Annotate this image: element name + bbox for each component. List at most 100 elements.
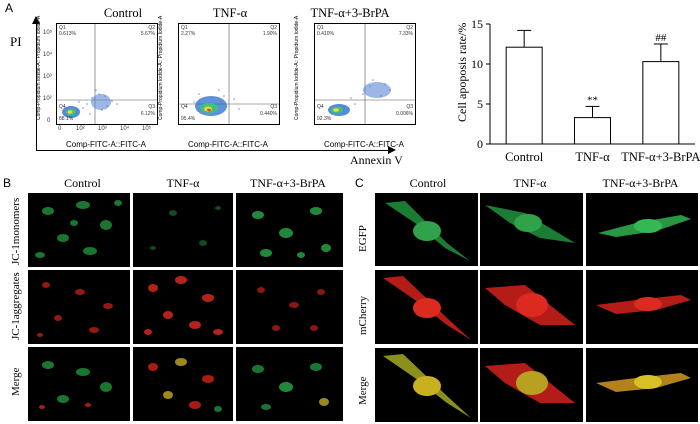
q2-value: 1.90% bbox=[262, 31, 277, 37]
panel-c-col-tnf-brpa: TNF-α+3-BrPA bbox=[602, 176, 679, 190]
significance-label: ## bbox=[655, 32, 667, 44]
q3-name: Q3 bbox=[148, 104, 155, 110]
micrograph-c-tnf-egfp bbox=[480, 193, 583, 266]
micrograph-c-tnf-brpa-egfp bbox=[586, 193, 698, 266]
apoptosis-bar-chart: 0 5 10 15 Control ** TNF-α ## TNF-α+3-BrPA bbox=[471, 17, 700, 164]
flow-x-label-tnf-brpa: Comp-FITC-A::FITC-A bbox=[324, 140, 404, 149]
micrograph-b-tnf-merge bbox=[133, 347, 233, 421]
flow-plot-tnf: Q1 2.27% Q2 1.90% Q3 0.440% Q4 95.4% bbox=[178, 23, 280, 125]
micrograph-b-tnf-monomers bbox=[133, 193, 233, 267]
q3-name: Q3 bbox=[270, 104, 277, 110]
bar bbox=[642, 61, 680, 145]
q2-name: Q2 bbox=[148, 25, 155, 31]
panel-b-col-tnf: TNF-α bbox=[166, 176, 200, 190]
flow-scatter-tnf-brpa bbox=[315, 24, 415, 124]
micrograph-b-tnf-brpa-merge bbox=[236, 347, 343, 421]
flow-scatter-tnf bbox=[179, 24, 279, 124]
q1-name: Q1 bbox=[317, 25, 324, 31]
x-category-label: TNF-α+3-BrPA bbox=[621, 150, 700, 164]
q2-name: Q2 bbox=[270, 25, 277, 31]
significance-label: ** bbox=[587, 94, 598, 106]
panel-b-col-tnf-brpa: TNF-α+3-BrPA bbox=[250, 176, 326, 190]
q3-value: 0.440% bbox=[260, 111, 277, 117]
q1-value: 2.27% bbox=[181, 31, 196, 37]
micrograph-b-tnf-brpa-monomers bbox=[236, 193, 343, 267]
micrograph-c-control-egfp bbox=[375, 193, 478, 266]
fc-title-tnf: TNF-α bbox=[212, 6, 248, 20]
micrograph-c-control-mcherry bbox=[375, 270, 478, 344]
x-category-label: TNF-α bbox=[575, 150, 610, 164]
panel-b-letter: B bbox=[3, 176, 12, 190]
micrograph-c-tnf-merge bbox=[480, 348, 583, 422]
fc-title-tnf-brpa: TNF-α+3-BrPA bbox=[310, 6, 390, 20]
flow-x-label-tnf: Comp-FITC-A::FITC-A bbox=[188, 140, 268, 149]
pi-arrow-line bbox=[36, 24, 37, 151]
y-tick: 0 bbox=[47, 118, 51, 124]
flow-y-label-tnf-brpa: Comp-Propidium Iodide-A:: Propidium Iodi… bbox=[294, 15, 300, 120]
y-tick-label: 15 bbox=[471, 17, 483, 31]
annexin-arrow-line bbox=[36, 150, 391, 151]
pi-arrow-head bbox=[32, 16, 40, 24]
q4-value: 88.1% bbox=[59, 116, 74, 122]
q2-value: 7.33% bbox=[398, 31, 413, 37]
q2-name: Q2 bbox=[406, 25, 413, 31]
x-tick: 10² bbox=[76, 126, 85, 132]
micrograph-b-tnf-brpa-aggregates bbox=[236, 270, 343, 344]
q3-name: Q3 bbox=[406, 104, 413, 110]
panel-b-col-control: Control bbox=[64, 176, 101, 190]
fc-title-control: Control bbox=[103, 6, 143, 20]
flow-scatter-control bbox=[57, 24, 157, 124]
q3-value: 6.12% bbox=[140, 111, 155, 117]
x-tick: 10³ bbox=[98, 126, 107, 132]
q4-value: 95.4% bbox=[181, 116, 196, 122]
flow-plot-control: Q1 0.613% Q2 5.67% Q3 6.12% Q4 88.1% bbox=[56, 23, 158, 125]
x-tick: 0 bbox=[58, 126, 62, 132]
panel-c-row-mcherry: mCherry bbox=[357, 295, 369, 335]
y-tick: 10⁵ bbox=[43, 30, 53, 36]
q4-value: 92.3% bbox=[317, 116, 332, 122]
q1-name: Q1 bbox=[59, 25, 66, 31]
bar bbox=[574, 117, 611, 145]
panel-b-row-aggregates: JC-1aggregates bbox=[10, 272, 22, 340]
q1-name: Q1 bbox=[181, 25, 188, 31]
x-tick: 10⁵ bbox=[142, 126, 152, 132]
q3-value: 0.006% bbox=[396, 111, 413, 117]
y-tick-label: 5 bbox=[477, 97, 483, 111]
q1-value: 0.613% bbox=[59, 31, 76, 37]
micrograph-c-control-merge bbox=[375, 348, 478, 422]
q2-value: 5.67% bbox=[140, 31, 155, 37]
panel-c-col-tnf: TNF-α bbox=[513, 176, 547, 190]
panel-c-row-egfp: EGFP bbox=[357, 225, 369, 252]
annexin-arrow-head bbox=[388, 146, 396, 154]
micrograph-c-tnf-brpa-mcherry bbox=[586, 270, 698, 344]
q4-name: Q4 bbox=[59, 104, 66, 110]
panel-b-row-merge: Merge bbox=[10, 367, 22, 396]
micrograph-c-tnf-mcherry bbox=[480, 270, 583, 344]
x-category-label: Control bbox=[505, 150, 544, 164]
q1-value: 0.410% bbox=[317, 31, 334, 37]
micrograph-b-control-aggregates bbox=[28, 270, 130, 344]
panel-c-col-control: Control bbox=[409, 176, 447, 190]
y-tick-label: 10 bbox=[471, 57, 483, 71]
panel-b-row-monomers: JC-1monomers bbox=[10, 197, 22, 265]
flow-y-label-tnf: Comp-Propidium Iodide-A:: Propidium Iodi… bbox=[158, 15, 164, 120]
panel-c-letter: C bbox=[355, 176, 364, 190]
x-tick: 10⁴ bbox=[120, 126, 130, 132]
micrograph-b-tnf-aggregates bbox=[133, 270, 233, 344]
flow-plot-tnf-brpa: Q1 0.410% Q2 7.33% Q3 0.006% Q4 92.3% bbox=[314, 23, 416, 125]
micrograph-c-tnf-brpa-merge bbox=[586, 348, 698, 422]
flow-x-label-control: Comp-FITC-A::FITC-A bbox=[66, 140, 146, 149]
micrograph-b-control-monomers bbox=[28, 193, 130, 267]
y-tick: 10⁴ bbox=[43, 52, 53, 58]
bar bbox=[505, 46, 543, 145]
pi-axis-label: PI bbox=[10, 34, 22, 49]
panel-a-letter: A bbox=[5, 1, 14, 15]
panel-c-row-merge: Merge bbox=[357, 376, 369, 405]
y-tick: 10³ bbox=[43, 74, 52, 80]
annexin-label: Annexin V bbox=[350, 153, 403, 167]
y-tick-label: 0 bbox=[477, 137, 483, 151]
q4-name: Q4 bbox=[317, 104, 324, 110]
q4-name: Q4 bbox=[181, 104, 188, 110]
y-tick: 10² bbox=[43, 96, 52, 102]
micrograph-b-control-merge bbox=[28, 347, 130, 421]
